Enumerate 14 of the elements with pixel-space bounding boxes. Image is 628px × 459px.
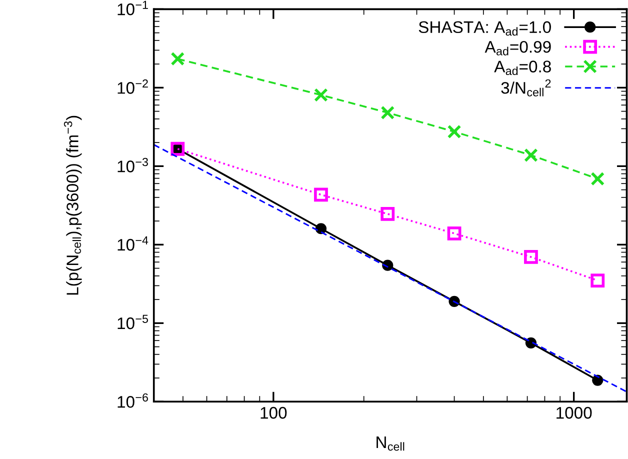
y-tick-label: 10$^{−2}$ bbox=[118, 79, 148, 94]
legend-label: 3/N$_{cell}$$^{2}$ bbox=[501, 79, 551, 96]
legend-label: A$_{ad}$=0.8 bbox=[494, 60, 551, 76]
x-tick-label: 1000 bbox=[556, 406, 592, 419]
legend-label: A$_{ad}$=0.99 bbox=[484, 40, 551, 56]
y-tick-label: 10$^{−4}$ bbox=[118, 236, 148, 251]
y-tick-label: 10$^{−6}$ bbox=[118, 393, 148, 408]
x-tick-label: 100 bbox=[260, 406, 287, 419]
legend-label: SHASTA: A$_{ad}$=1.0 bbox=[418, 21, 551, 36]
y-tick-label: 10$^{−3}$ bbox=[118, 158, 148, 172]
y-tick-label: 10$^{−1}$ bbox=[118, 0, 148, 16]
y-tick-label: 10$^{−5}$ bbox=[118, 314, 148, 330]
x-axis-title: N$_{cell}$ bbox=[376, 436, 404, 451]
y-axis-title: L(p(N$_{cell}$),p(3600)) (fm$^{−3}$) bbox=[64, 116, 82, 295]
